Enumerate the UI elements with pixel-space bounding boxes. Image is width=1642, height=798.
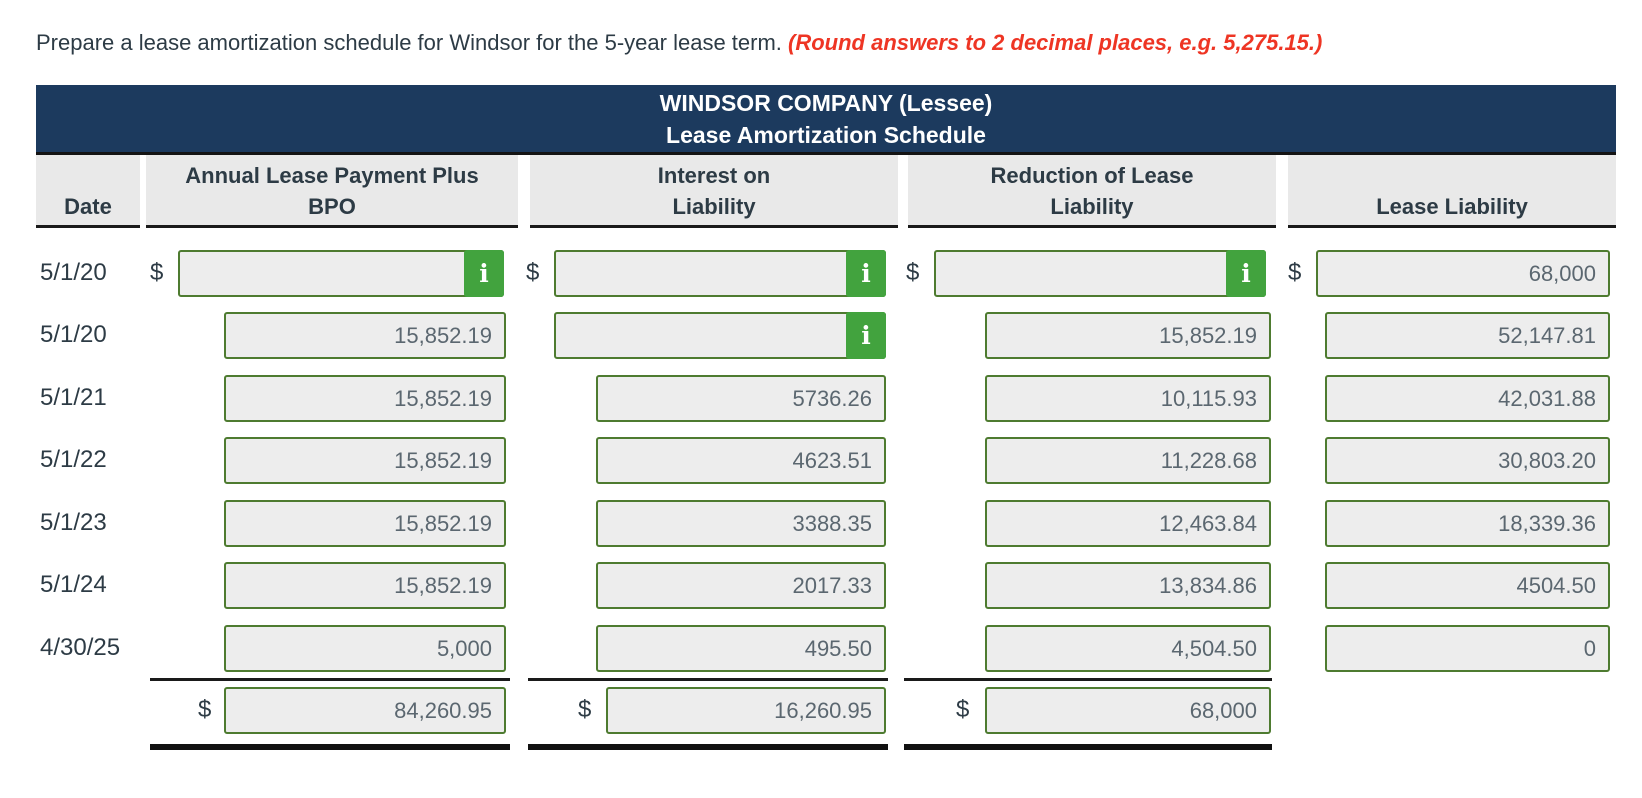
reduction-input-row1[interactable]: i — [934, 250, 1266, 297]
total-rule-bottom-reduction — [904, 744, 1272, 750]
total-rule-top-interest — [528, 678, 888, 681]
reduction-input-row4[interactable]: 11,228.68 — [985, 437, 1271, 484]
reduction-input-row7[interactable]: 4,504.50 — [985, 625, 1271, 672]
input-value: 52,147.81 — [1498, 322, 1596, 348]
interest-input-row7[interactable]: 495.50 — [596, 625, 886, 672]
input-value: 495.50 — [804, 635, 872, 661]
liability-input-row6[interactable]: 4504.50 — [1325, 562, 1610, 609]
column-header-interest: Interest on Liability — [530, 155, 898, 228]
input-value: 4504.50 — [1516, 572, 1596, 598]
input-value: 15,852.19 — [1159, 322, 1257, 348]
info-button[interactable]: i — [464, 250, 504, 297]
input-value: 30,803.20 — [1498, 447, 1596, 473]
interest-input-row6[interactable]: 2017.33 — [596, 562, 886, 609]
interest-input-row3[interactable]: 5736.26 — [596, 375, 886, 422]
input-value: 15,852.19 — [394, 385, 492, 411]
payment-input-row5[interactable]: 15,852.19 — [224, 500, 506, 547]
payment-input-row3[interactable]: 15,852.19 — [224, 375, 506, 422]
column-header-label: Interest on Liability — [657, 163, 771, 219]
total-rule-top-reduction — [904, 678, 1272, 681]
input-value: 16,260.95 — [774, 697, 872, 723]
reduction-input-row5[interactable]: 12,463.84 — [985, 500, 1271, 547]
total-rule-bottom-payment — [150, 744, 510, 750]
column-header-label: Lease Liability — [1376, 194, 1528, 219]
column-header-liability: Lease Liability — [1288, 155, 1616, 228]
input-value: 42,031.88 — [1498, 385, 1596, 411]
total-rule-top-payment — [150, 678, 510, 681]
date-label: 5/1/24 — [40, 571, 107, 598]
reduction-input-total[interactable]: 68,000 — [985, 687, 1271, 734]
reduction-input-row6[interactable]: 13,834.86 — [985, 562, 1271, 609]
dollar-sign: $ — [150, 259, 164, 286]
interest-input-row4[interactable]: 4623.51 — [596, 437, 886, 484]
liability-input-row4[interactable]: 30,803.20 — [1325, 437, 1610, 484]
dollar-sign: $ — [198, 696, 212, 723]
input-value: 2017.33 — [792, 572, 872, 598]
column-header-date: Date — [36, 155, 140, 228]
date-label: 5/1/23 — [40, 509, 107, 536]
rounding-note: (Round answers to 2 decimal places, e.g.… — [788, 30, 1323, 55]
input-value: 15,852.19 — [394, 322, 492, 348]
total-rule-bottom-interest — [528, 744, 888, 750]
interest-input-row5[interactable]: 3388.35 — [596, 500, 886, 547]
reduction-input-row2[interactable]: 15,852.19 — [985, 312, 1271, 359]
column-header-payment: Annual Lease Payment Plus BPO — [146, 155, 518, 228]
liability-input-row1[interactable]: 68,000 — [1316, 250, 1610, 297]
column-header-reduction: Reduction of Lease Liability — [908, 155, 1276, 228]
input-value: 13,834.86 — [1159, 572, 1257, 598]
input-value: 10,115.93 — [1160, 385, 1257, 411]
prompt-text: Prepare a lease amortization schedule fo… — [36, 30, 789, 55]
payment-input-row4[interactable]: 15,852.19 — [224, 437, 506, 484]
liability-input-row2[interactable]: 52,147.81 — [1325, 312, 1610, 359]
input-value: 4623.51 — [792, 447, 872, 473]
column-header-label: Annual Lease Payment Plus BPO — [185, 163, 479, 219]
date-label: 5/1/20 — [40, 259, 107, 286]
liability-input-row7[interactable]: 0 — [1325, 625, 1610, 672]
date-label: 5/1/20 — [40, 321, 107, 348]
info-button[interactable]: i — [846, 312, 886, 359]
dollar-sign: $ — [956, 696, 970, 723]
dollar-sign: $ — [906, 259, 920, 286]
input-value: 3388.35 — [792, 510, 872, 536]
payment-input-row6[interactable]: 15,852.19 — [224, 562, 506, 609]
reduction-input-row3[interactable]: 10,115.93 — [985, 375, 1271, 422]
input-value: 15,852.19 — [394, 510, 492, 536]
input-value: 5736.26 — [792, 385, 872, 411]
interest-input-row1[interactable]: i — [554, 250, 886, 297]
input-value: 68,000 — [1189, 697, 1257, 723]
input-value: 11,228.68 — [1160, 447, 1257, 473]
input-value: 18,339.36 — [1498, 510, 1596, 536]
dollar-sign: $ — [526, 259, 540, 286]
payment-input-row2[interactable]: 15,852.19 — [224, 312, 506, 359]
info-button[interactable]: i — [846, 250, 886, 297]
date-label: 5/1/22 — [40, 446, 107, 473]
liability-input-row3[interactable]: 42,031.88 — [1325, 375, 1610, 422]
input-value: 12,463.84 — [1159, 510, 1257, 536]
input-value: 68,000 — [1528, 260, 1596, 286]
column-header-label: Date — [64, 194, 112, 219]
liability-input-row5[interactable]: 18,339.36 — [1325, 500, 1610, 547]
company-title: WINDSOR COMPANY (Lessee) — [659, 89, 993, 116]
input-value: 15,852.19 — [394, 572, 492, 598]
info-button[interactable]: i — [1226, 250, 1266, 297]
payment-input-row1[interactable]: i — [178, 250, 504, 297]
payment-input-row7[interactable]: 5,000 — [224, 625, 506, 672]
table-subtitle: Lease Amortization Schedule — [666, 121, 986, 148]
interest-input-total[interactable]: 16,260.95 — [606, 687, 886, 734]
question-prompt: Prepare a lease amortization schedule fo… — [36, 30, 1322, 56]
input-value: 5,000 — [436, 635, 492, 661]
input-value: 0 — [1583, 635, 1596, 661]
input-value: 4,504.50 — [1171, 635, 1257, 661]
column-header-label: Reduction of Lease Liability — [990, 163, 1194, 219]
payment-input-total[interactable]: 84,260.95 — [224, 687, 506, 734]
input-value: 84,260.95 — [394, 697, 492, 723]
dollar-sign: $ — [1288, 259, 1302, 286]
input-value: 15,852.19 — [394, 447, 492, 473]
dollar-sign: $ — [578, 696, 592, 723]
date-label: 4/30/25 — [40, 634, 121, 661]
interest-input-row2[interactable]: i — [554, 312, 886, 359]
date-label: 5/1/21 — [40, 384, 107, 411]
table-title-bar: WINDSOR COMPANY (Lessee) Lease Amortizat… — [36, 85, 1616, 155]
